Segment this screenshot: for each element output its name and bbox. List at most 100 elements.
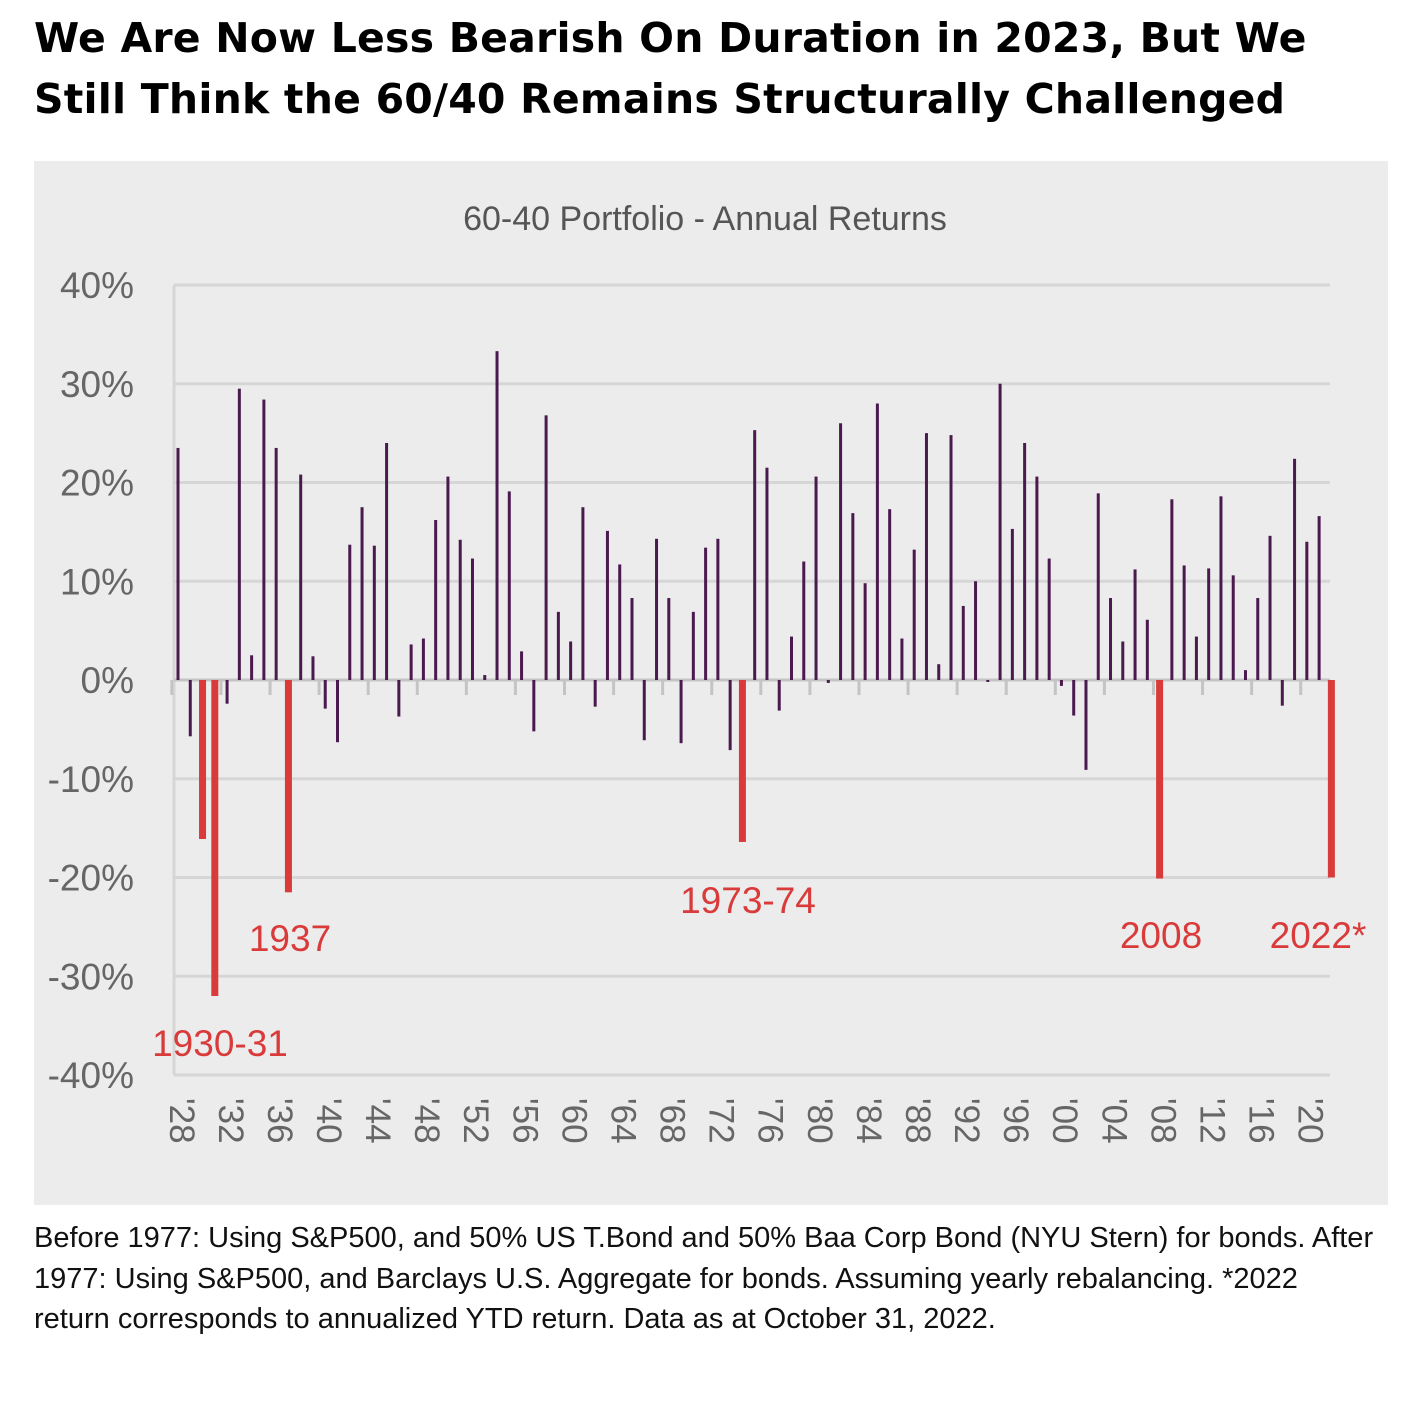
bar-1973 bbox=[728, 680, 732, 751]
x-tick-label: '92 bbox=[947, 1098, 986, 1144]
bar-1977 bbox=[777, 680, 781, 711]
bar-1928 bbox=[176, 447, 180, 680]
bar-1980 bbox=[814, 476, 818, 680]
bar-2008 bbox=[1156, 680, 1164, 879]
bar-1983 bbox=[851, 513, 855, 680]
bar-1966 bbox=[642, 680, 646, 741]
bar-1963 bbox=[605, 530, 609, 680]
y-tick-label: 30% bbox=[60, 364, 134, 405]
y-tick-label: -30% bbox=[48, 956, 134, 997]
bar-1995 bbox=[998, 383, 1002, 680]
bar-1944 bbox=[372, 545, 376, 680]
bar-1988 bbox=[912, 549, 916, 680]
x-tick-label: '04 bbox=[1094, 1098, 1133, 1144]
bar-2003 bbox=[1096, 493, 1100, 680]
bar-1936 bbox=[274, 447, 278, 680]
bar-1962 bbox=[593, 680, 597, 707]
bar-2001 bbox=[1072, 680, 1076, 716]
bar-2011 bbox=[1194, 636, 1198, 680]
bar-1930 bbox=[199, 680, 207, 839]
bar-2012 bbox=[1207, 568, 1211, 680]
bar-1990 bbox=[937, 664, 941, 680]
bar-2007 bbox=[1145, 619, 1149, 680]
y-tick-label: -40% bbox=[48, 1055, 134, 1096]
x-tick-label: '56 bbox=[505, 1098, 544, 1144]
bar-1992 bbox=[961, 605, 965, 680]
x-tick-label: '68 bbox=[653, 1098, 692, 1144]
bar-1955 bbox=[507, 491, 511, 680]
bar-1982 bbox=[839, 423, 843, 680]
bar-1951 bbox=[458, 539, 462, 680]
x-tick-label: '12 bbox=[1192, 1098, 1231, 1144]
y-tick-label: -10% bbox=[48, 759, 134, 800]
bar-1972 bbox=[716, 538, 720, 680]
annotation-label: 1937 bbox=[249, 918, 331, 959]
x-tick-label: '76 bbox=[751, 1098, 790, 1144]
bar-1968 bbox=[667, 598, 671, 680]
bar-1964 bbox=[618, 564, 622, 680]
chart-panel: 60-40 Portfolio - Annual Returns 40% 30% 2… bbox=[34, 161, 1388, 1205]
bar-1958 bbox=[544, 415, 548, 680]
bar-1954 bbox=[495, 351, 499, 680]
bars bbox=[176, 351, 1335, 996]
bar-2015 bbox=[1243, 670, 1247, 680]
x-tick-label: '52 bbox=[456, 1098, 495, 1144]
y-tick-label: 20% bbox=[60, 463, 134, 504]
bar-2020 bbox=[1305, 541, 1309, 680]
x-tick-label: '00 bbox=[1045, 1098, 1084, 1144]
x-axis-ticks: '28 '32 '36 '40 '44 '48 '52 '56 '60 '64 '68 '72 '76 '… bbox=[162, 1098, 1330, 1144]
bar-1999 bbox=[1047, 558, 1051, 680]
bar-1932 bbox=[225, 680, 229, 704]
bar-1945 bbox=[385, 443, 389, 680]
bar-2016 bbox=[1256, 598, 1260, 680]
y-tick-label: 0% bbox=[81, 660, 134, 701]
bar-1935 bbox=[262, 399, 266, 680]
bar-1939 bbox=[311, 656, 315, 680]
bar-2021 bbox=[1317, 516, 1321, 680]
bar-1940 bbox=[323, 680, 327, 709]
bar-2006 bbox=[1133, 569, 1137, 680]
bar-1969 bbox=[679, 680, 683, 744]
bar-1975 bbox=[753, 430, 757, 680]
bar-1946 bbox=[397, 680, 401, 717]
bar-1953 bbox=[483, 675, 487, 680]
bar-1984 bbox=[863, 583, 867, 680]
annotations: 1930-31 1937 1973-74 2008 2022* bbox=[152, 880, 1366, 1064]
annotation-label: 1973-74 bbox=[680, 880, 816, 921]
x-tick-label: '08 bbox=[1143, 1098, 1182, 1144]
bar-1981 bbox=[826, 680, 830, 683]
y-axis-ticks: 40% 30% 20% 10% 0% -10% -20% -30% -40% bbox=[48, 265, 134, 1096]
headline: We Are Now Less Bearish On Duration in 2… bbox=[34, 14, 1307, 123]
bar-2004 bbox=[1109, 598, 1113, 680]
bar-2022 bbox=[1327, 680, 1335, 878]
chart-title: 60-40 Portfolio - Annual Returns bbox=[463, 200, 947, 238]
bar-1961 bbox=[581, 507, 585, 680]
x-tick-label: '84 bbox=[849, 1098, 888, 1144]
bar-1959 bbox=[556, 611, 560, 680]
x-tick-label: '32 bbox=[211, 1098, 250, 1144]
bar-2013 bbox=[1219, 496, 1223, 680]
x-tick-label: '48 bbox=[407, 1098, 446, 1144]
bar-1971 bbox=[704, 547, 708, 680]
bar-1967 bbox=[655, 538, 659, 680]
bar-2005 bbox=[1121, 641, 1125, 680]
bar-1938 bbox=[299, 474, 303, 680]
bar-1994 bbox=[986, 680, 990, 682]
x-tick-label: '44 bbox=[358, 1098, 397, 1144]
bar-1986 bbox=[888, 509, 892, 680]
bar-2000 bbox=[1059, 680, 1063, 686]
bar-1998 bbox=[1035, 476, 1039, 680]
bar-1996 bbox=[1010, 528, 1014, 680]
bar-1937 bbox=[284, 680, 292, 893]
annotation-label: 1930-31 bbox=[152, 1023, 288, 1064]
bar-1965 bbox=[630, 598, 634, 680]
bar-1979 bbox=[802, 561, 806, 680]
y-tick-label: 10% bbox=[60, 561, 134, 602]
bar-2018 bbox=[1280, 680, 1284, 706]
x-tick-label: '20 bbox=[1291, 1098, 1330, 1144]
annotation-label: 2022* bbox=[1270, 915, 1367, 956]
x-tick-label: '28 bbox=[162, 1098, 201, 1144]
x-tick-label: '16 bbox=[1242, 1098, 1281, 1144]
bar-2014 bbox=[1231, 575, 1235, 680]
gridlines bbox=[170, 283, 1330, 1077]
